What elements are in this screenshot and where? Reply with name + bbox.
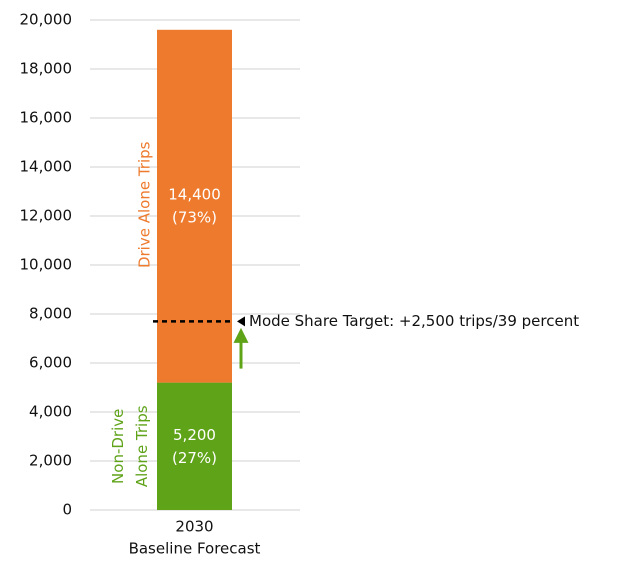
y-tick-label: 14,000 bbox=[20, 158, 73, 176]
y-tick-label: 18,000 bbox=[20, 60, 73, 78]
value-label: 14,400 bbox=[168, 186, 221, 204]
bar-segment bbox=[157, 29, 232, 383]
target-pointer bbox=[237, 316, 245, 327]
bar-segment bbox=[157, 382, 232, 510]
x-axis-label: Baseline Forecast bbox=[129, 540, 261, 558]
y-tick-label: 4,000 bbox=[29, 403, 72, 421]
x-tick-label: 2030 bbox=[175, 518, 213, 536]
y-tick-label: 2,000 bbox=[29, 452, 72, 470]
y-tick-label: 6,000 bbox=[29, 354, 72, 372]
y-tick-label: 8,000 bbox=[29, 305, 72, 323]
value-label: 5,200 bbox=[173, 426, 216, 444]
share-label: (27%) bbox=[172, 449, 217, 467]
share-label: (73%) bbox=[172, 209, 217, 227]
target-label: Mode Share Target: +2,500 trips/39 perce… bbox=[249, 312, 579, 330]
series-name: Drive Alone Trips bbox=[136, 141, 154, 268]
series-name: Non-Drive Alone Trips bbox=[109, 405, 151, 487]
y-tick-label: 10,000 bbox=[20, 256, 73, 274]
y-tick-label: 16,000 bbox=[20, 109, 73, 127]
y-tick-label: 20,000 bbox=[20, 11, 73, 29]
y-tick-label: 12,000 bbox=[20, 207, 73, 225]
y-tick-label: 0 bbox=[62, 501, 72, 519]
